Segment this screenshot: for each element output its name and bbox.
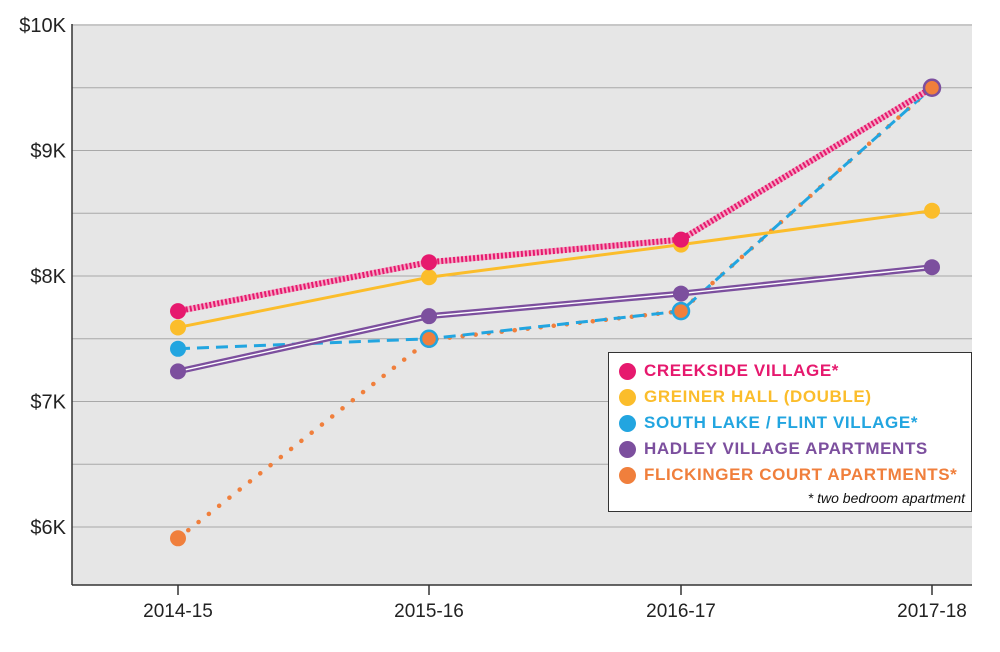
data-point [170, 363, 186, 380]
x-axis-tick-labels: 2014-15 2015-16 2016-17 2017-18 [143, 601, 967, 622]
legend-marker-greiner [619, 388, 636, 406]
data-point [673, 285, 689, 302]
data-point [170, 303, 186, 320]
data-point [421, 269, 437, 286]
x-tick-label: 2016-17 [646, 601, 716, 622]
series-points [170, 78, 942, 547]
legend-footnote: * two bedroom apartment [807, 490, 965, 506]
data-point [170, 530, 186, 547]
y-tick-label: $9K [30, 141, 66, 163]
series-line-hadley-village-apartments-inner [177, 266, 933, 373]
data-point [421, 308, 437, 325]
data-point [421, 254, 437, 271]
axes [71, 24, 972, 595]
legend-item-creekside: CREEKSIDE VILLAGE* [619, 358, 839, 384]
x-tick-label: 2014-15 [143, 601, 213, 622]
data-point-overlap [922, 78, 942, 97]
data-point [671, 301, 691, 321]
data-point [673, 231, 689, 248]
series-line-greiner-hall-double [177, 209, 933, 329]
series-line-flickinger-court-apartments [175, 85, 935, 541]
legend-label-south-lake: SOUTH LAKE / FLINT VILLAGE* [644, 413, 919, 432]
series-lines [175, 85, 935, 541]
y-tick-label: $7K [30, 392, 66, 414]
legend-label-creekside: CREEKSIDE VILLAGE* [644, 361, 839, 380]
legend-label-flickinger: FLICKINGER COURT APARTMENTS* [644, 465, 958, 484]
x-tick-label: 2015-16 [394, 601, 464, 622]
data-point [924, 259, 940, 276]
legend-item-south-lake: SOUTH LAKE / FLINT VILLAGE* [619, 410, 918, 436]
y-tick-label: $8K [30, 266, 66, 288]
grid-lines [72, 24, 972, 528]
legend-marker-south-lake [619, 414, 636, 432]
data-point [170, 340, 186, 357]
y-axis-tick-labels: $6K $7K $8K $9K $10K [19, 15, 66, 539]
legend-item-hadley: HADLEY VILLAGE APARTMENTS [619, 436, 928, 462]
data-point [924, 202, 940, 219]
legend-marker-flickinger [619, 466, 636, 484]
x-tick-label: 2017-18 [897, 601, 967, 622]
legend-marker-hadley [619, 440, 636, 458]
y-tick-label: $6K [30, 517, 66, 539]
y-tick-label: $10K [19, 15, 66, 37]
legend: CREEKSIDE VILLAGE* GREINER HALL (DOUBLE)… [608, 352, 972, 512]
data-point [419, 329, 439, 348]
legend-item-flickinger: FLICKINGER COURT APARTMENTS* [619, 462, 957, 488]
legend-item-greiner: GREINER HALL (DOUBLE) [619, 384, 872, 410]
legend-label-hadley: HADLEY VILLAGE APARTMENTS [644, 439, 928, 458]
legend-marker-creekside [619, 362, 636, 380]
legend-label-greiner: GREINER HALL (DOUBLE) [644, 387, 872, 406]
series-line-creekside-village [177, 85, 934, 315]
data-point [170, 319, 186, 336]
